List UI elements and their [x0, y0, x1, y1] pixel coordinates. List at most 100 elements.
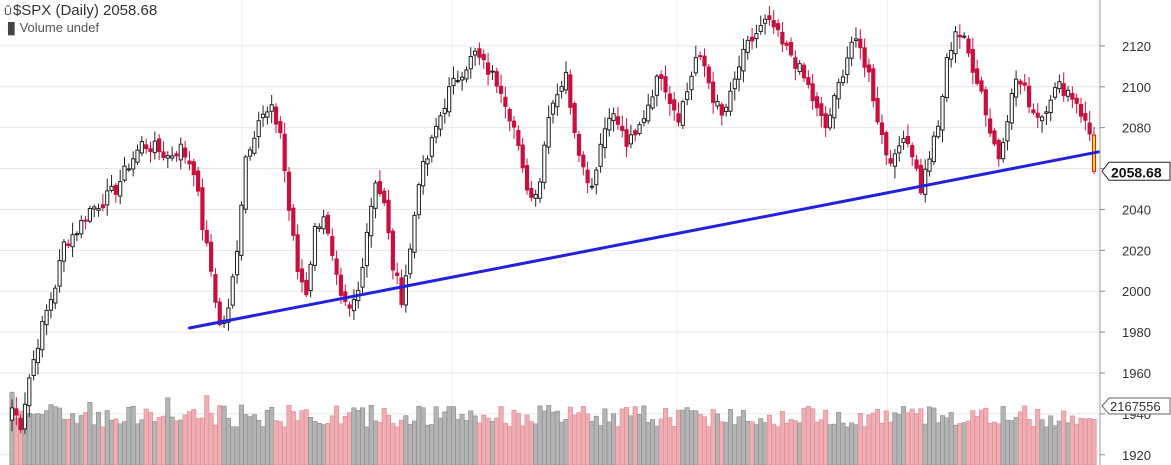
candle-body [230, 276, 235, 306]
candle-body [983, 89, 988, 116]
volume-bar [892, 412, 898, 465]
candle-body [931, 135, 936, 163]
candle-body [109, 185, 114, 191]
volume-bar [290, 411, 296, 465]
candle-body [204, 229, 209, 244]
y-tick-label: 1960 [1122, 366, 1151, 381]
candle-body [1074, 97, 1079, 104]
volume-bar [1022, 405, 1028, 465]
volume-bar [840, 422, 846, 465]
candle-body [858, 38, 863, 49]
volume-bar [572, 414, 578, 465]
volume-bar [381, 408, 387, 465]
volume-bar [515, 413, 521, 465]
candle-body [646, 104, 651, 122]
volume-bar [147, 411, 153, 465]
candle-body [269, 104, 274, 112]
candle-body [96, 208, 101, 211]
volume-bar [922, 423, 928, 465]
volume-bar [260, 426, 266, 465]
candle-body [14, 408, 19, 416]
volume-bar [485, 417, 491, 465]
volume-bar [909, 408, 915, 465]
volume-bar [654, 425, 660, 465]
volume-bar [693, 410, 699, 465]
volume-bar [948, 412, 954, 465]
volume-bar [697, 413, 703, 465]
volume-bar [433, 406, 439, 465]
candle-body [823, 113, 828, 129]
chart-subtitle: ▐▌ Volume undef [4, 20, 99, 35]
volume-bar [580, 406, 586, 465]
candle-body [438, 115, 443, 130]
candle-body [317, 226, 322, 230]
candle-body [992, 130, 997, 145]
volume-bar [533, 423, 539, 465]
candle-body [698, 55, 703, 58]
candle-body [780, 31, 785, 45]
candle-body [83, 219, 88, 222]
candle-body [542, 144, 547, 183]
candle-body [849, 41, 854, 59]
candle-body [174, 153, 179, 157]
volume-bar [593, 415, 599, 465]
volume-bar [217, 405, 223, 465]
volume-bar [914, 413, 920, 465]
candle-body [1048, 99, 1053, 114]
volume-bars [9, 391, 1097, 465]
volume-bar [225, 417, 231, 465]
candle-body [576, 134, 582, 156]
candle-body [693, 57, 698, 74]
volume-bar [818, 419, 824, 465]
candle-body [719, 104, 724, 116]
candle-body [70, 234, 75, 248]
volume-bar [836, 412, 842, 465]
candle-body [663, 76, 668, 93]
volume-bar [221, 405, 227, 465]
volume-bar [342, 416, 348, 465]
price-candles [9, 5, 1097, 434]
volume-bar [360, 407, 366, 465]
candle-body [338, 274, 344, 296]
y-tick-label: 2120 [1122, 39, 1151, 54]
candle-body [239, 204, 244, 256]
candle-body [615, 116, 621, 125]
candle-body [347, 304, 352, 309]
volume-bar [727, 408, 733, 465]
volume-bar [459, 414, 465, 465]
volume-bar [853, 424, 859, 465]
volume-bar [758, 418, 764, 465]
volume-bar [468, 410, 474, 465]
candle-body [1018, 80, 1023, 85]
candle-body [468, 56, 473, 70]
volume-bar [489, 421, 495, 465]
candle-body [507, 108, 512, 122]
volume-bar [883, 410, 889, 465]
candle-body [524, 165, 530, 191]
candle-body [286, 171, 292, 211]
candle-body [762, 18, 768, 24]
candle-body [1022, 82, 1027, 86]
candle-body [295, 234, 300, 272]
candle-body [208, 241, 214, 272]
last-price-tag: 2058.68 [1101, 161, 1171, 181]
candle-body [1039, 116, 1045, 122]
volume-bar [412, 420, 418, 465]
candle-body [48, 299, 54, 311]
volume-bar [1087, 418, 1093, 465]
candle-body [74, 233, 80, 236]
volume-bar [173, 420, 179, 465]
volume-bar [65, 418, 71, 465]
candle-body [706, 66, 711, 84]
candle-body [866, 64, 872, 73]
volume-bar [1039, 419, 1045, 465]
candle-body [395, 272, 400, 276]
candle-body [325, 214, 331, 234]
trend-line [187, 144, 1131, 330]
candle-body [949, 49, 954, 60]
volume-bar [671, 426, 677, 465]
candle-body [633, 130, 638, 136]
volume-bar [130, 405, 136, 465]
volume-bar [1091, 419, 1097, 465]
candle-body [481, 53, 486, 61]
